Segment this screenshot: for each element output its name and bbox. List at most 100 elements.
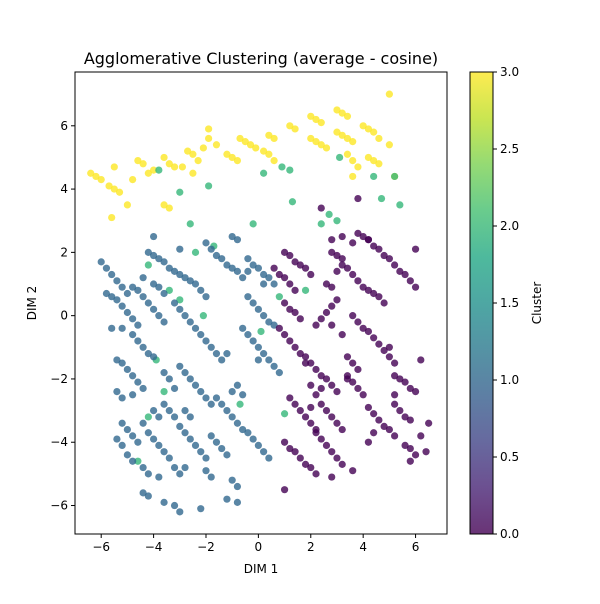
cluster-1-point xyxy=(212,350,221,358)
cluster-1-point xyxy=(176,362,184,370)
cluster-0-point xyxy=(406,444,414,453)
cluster-1-point xyxy=(239,274,247,282)
cluster-1-point xyxy=(102,289,111,298)
cluster-3-point xyxy=(149,166,158,174)
cluster-0-point xyxy=(380,251,388,260)
cluster-1-point xyxy=(123,289,131,298)
cluster-0-point xyxy=(417,356,425,364)
cluster-1-point xyxy=(149,251,158,260)
cluster-0-point xyxy=(317,372,325,380)
cluster-1-point xyxy=(223,495,231,503)
cluster-3-point xyxy=(317,141,325,149)
cluster-1-point xyxy=(118,394,126,402)
cluster-1-point xyxy=(218,356,226,364)
cluster-3-point xyxy=(160,153,168,162)
cluster-0-point xyxy=(312,391,320,399)
cluster-0-point xyxy=(291,286,299,294)
cluster-0-point xyxy=(322,375,331,383)
cluster-1-point xyxy=(149,280,158,288)
cluster-3-point xyxy=(286,122,294,130)
cluster-1-point xyxy=(123,365,131,374)
cluster-0-point xyxy=(280,248,289,256)
cluster-1-point xyxy=(170,267,179,275)
cluster-1-point xyxy=(129,432,137,440)
cluster-3-point xyxy=(178,163,187,171)
cluster-2-point xyxy=(275,293,283,301)
cluster-3-point xyxy=(317,119,325,127)
cluster-1-point xyxy=(134,321,142,329)
colorbar-gradient xyxy=(470,72,493,534)
cluster-1-point xyxy=(118,359,126,367)
cluster-1-point xyxy=(118,302,126,310)
cluster-1-point xyxy=(218,444,226,453)
cluster-1-point xyxy=(212,251,221,260)
cluster-2-point xyxy=(176,296,184,304)
cluster-1-point xyxy=(160,258,168,266)
cluster-2-point xyxy=(288,198,297,206)
cluster-1-point xyxy=(233,419,242,427)
cluster-3-point xyxy=(359,122,367,130)
cluster-1-point xyxy=(165,375,173,383)
cluster-1-point xyxy=(113,277,121,285)
cluster-0-point xyxy=(280,486,289,494)
cluster-0-point xyxy=(333,267,341,275)
cluster-1-point xyxy=(181,312,189,320)
cluster-1-point xyxy=(197,286,205,294)
cluster-1-point xyxy=(181,369,189,377)
cluster-3-point xyxy=(385,90,393,98)
cluster-0-point xyxy=(380,422,388,431)
y-tick-label: −4 xyxy=(50,435,68,449)
cluster-0-point xyxy=(291,258,299,266)
cluster-0-point xyxy=(317,400,325,408)
cluster-1-point xyxy=(181,274,189,282)
cluster-0-point xyxy=(364,236,373,244)
cluster-2-point xyxy=(286,166,294,174)
cluster-1-point xyxy=(181,406,189,415)
cluster-1-point xyxy=(212,394,221,402)
cluster-0-point xyxy=(364,286,373,294)
cluster-0-point xyxy=(328,321,336,329)
cluster-1-point xyxy=(129,331,137,339)
cluster-1-point xyxy=(186,277,194,285)
cluster-3-point xyxy=(223,150,231,158)
cluster-1-point xyxy=(155,473,163,481)
cluster-2-point xyxy=(280,410,289,418)
cluster-1-point xyxy=(160,498,168,506)
x-axis-label: DIM 1 xyxy=(244,562,279,576)
cluster-1-point xyxy=(144,248,152,256)
cluster-1-point xyxy=(218,255,226,263)
cluster-1-point xyxy=(129,315,137,323)
cluster-1-point xyxy=(197,448,205,456)
cluster-0-point xyxy=(364,438,373,446)
cluster-3-point xyxy=(205,134,213,143)
cluster-1-point xyxy=(176,422,184,431)
cluster-1-point xyxy=(223,406,231,415)
y-tick-label: 2 xyxy=(60,245,68,259)
cluster-1-point xyxy=(108,270,116,279)
cluster-3-point xyxy=(246,141,255,149)
cluster-3-point xyxy=(160,201,168,209)
cluster-1-point xyxy=(108,293,116,301)
cluster-1-point xyxy=(165,406,173,415)
cluster-1-point xyxy=(207,473,215,481)
cluster-1-point xyxy=(260,448,268,456)
cluster-0-point xyxy=(291,308,299,317)
cluster-1-point xyxy=(233,498,242,506)
cluster-3-point xyxy=(110,185,118,193)
cluster-3-point xyxy=(333,128,341,136)
cluster-0-point xyxy=(359,283,367,291)
cluster-1-point xyxy=(123,425,131,434)
cluster-0-point xyxy=(338,255,346,263)
cluster-0-point xyxy=(280,331,289,339)
cluster-1-point xyxy=(260,312,268,320)
cluster-0-point xyxy=(328,248,336,256)
cluster-1-point xyxy=(244,255,252,263)
cluster-1-point xyxy=(228,413,236,421)
cluster-3-point xyxy=(338,131,346,139)
cluster-1-point xyxy=(176,245,184,253)
cluster-2-point xyxy=(257,327,265,336)
cluster-0-point xyxy=(307,359,315,367)
cluster-1-point xyxy=(233,482,242,491)
cluster-1-point xyxy=(260,270,268,279)
cluster-1-point xyxy=(244,267,252,275)
